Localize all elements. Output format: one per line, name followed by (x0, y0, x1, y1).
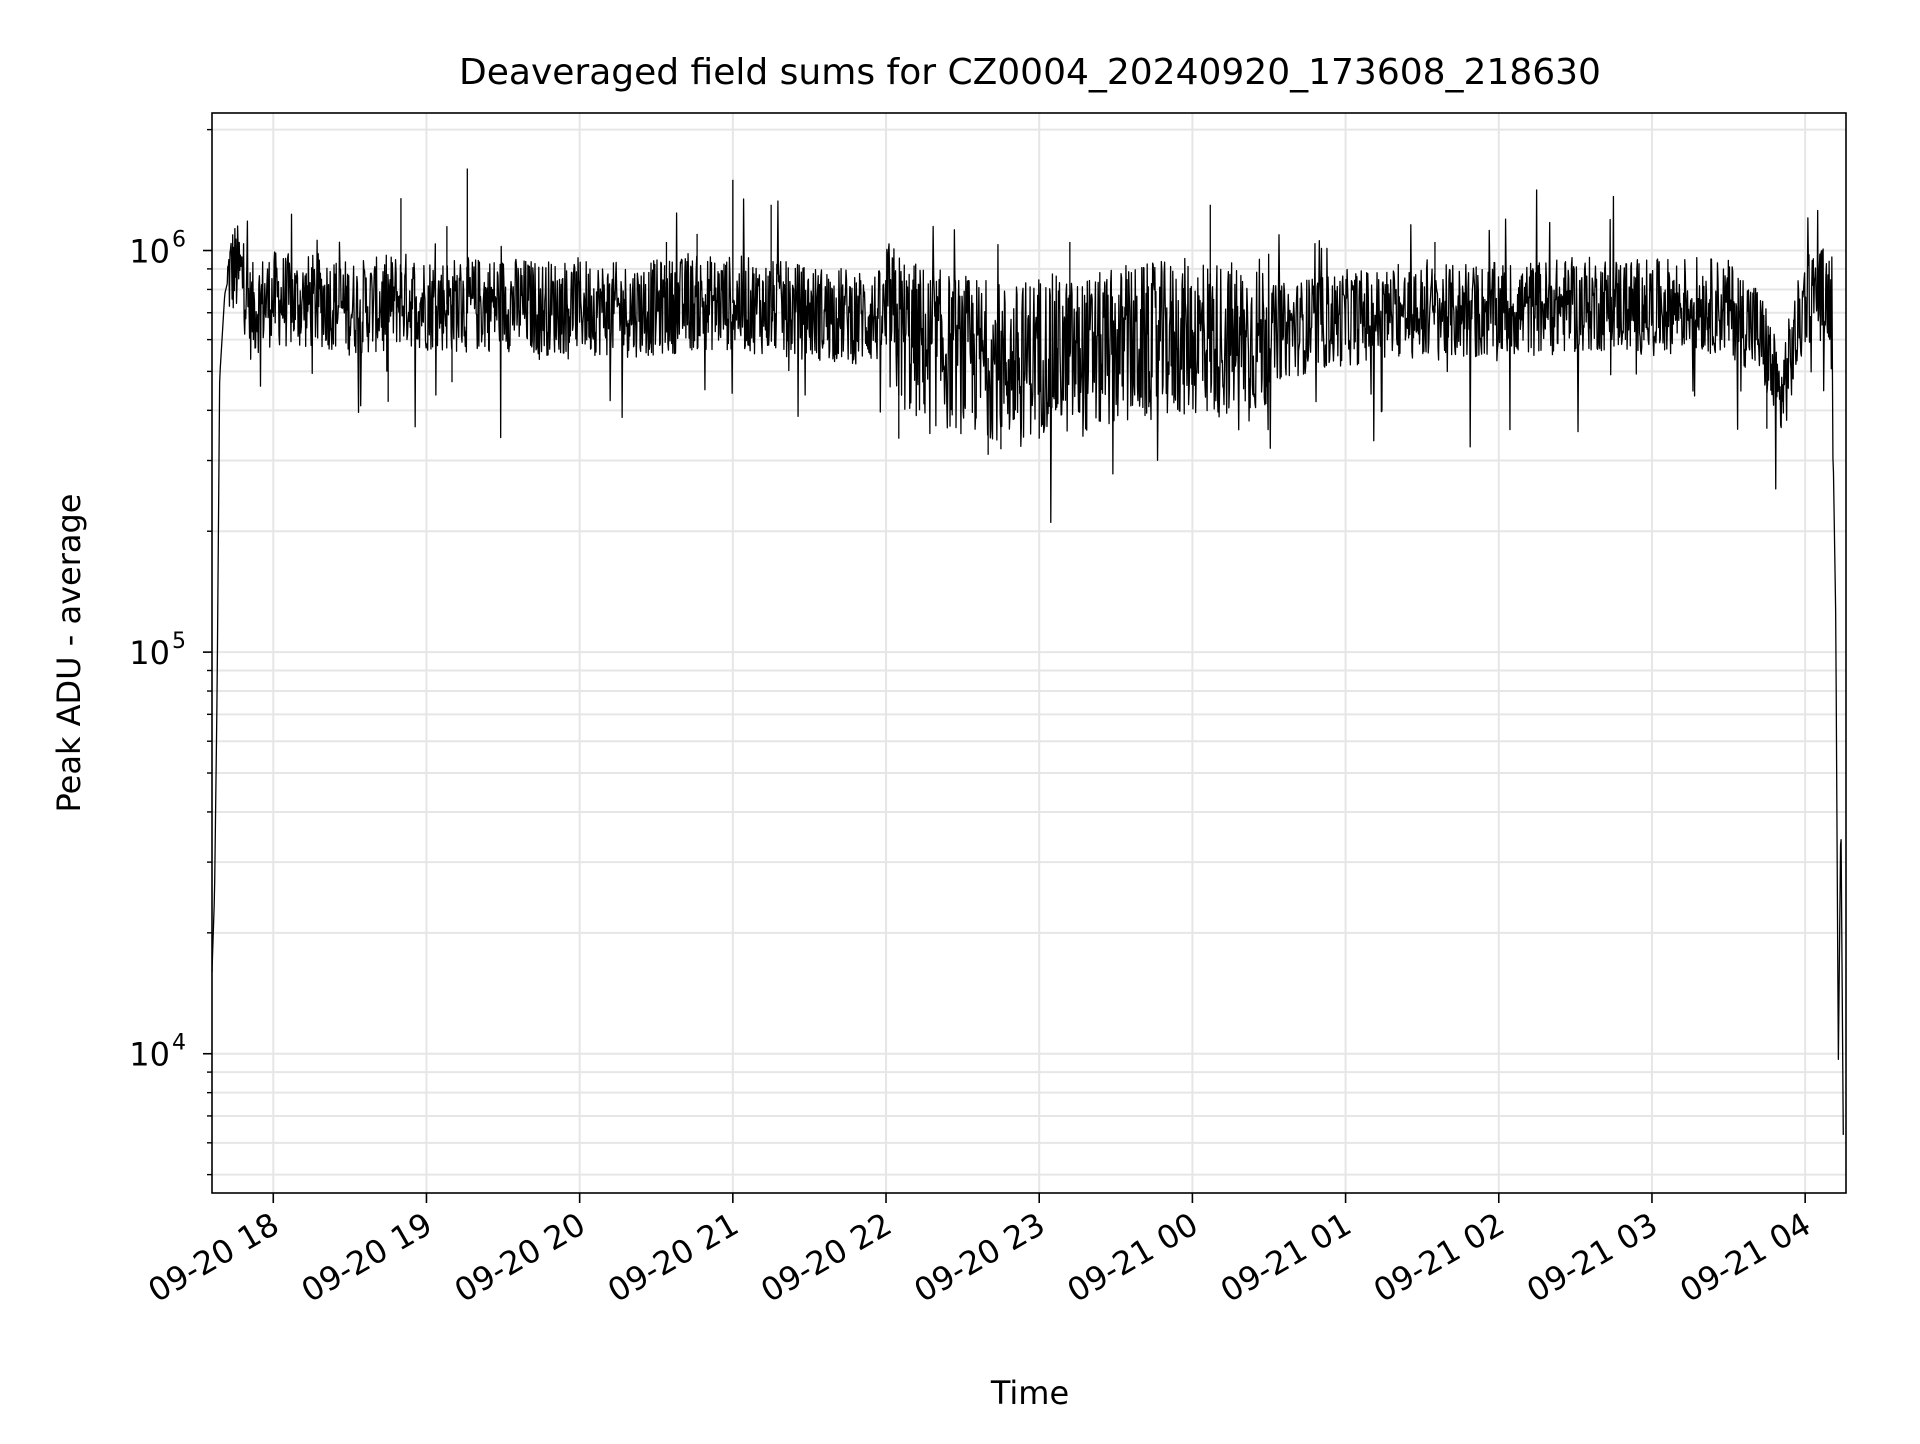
x-axis-label: Time (990, 1374, 1069, 1412)
y-tick-exponent: 5 (172, 629, 186, 654)
x-tick-label: 09-21 00 (1061, 1205, 1205, 1310)
x-tick-label: 09-20 23 (908, 1205, 1052, 1310)
chart-title: Deaveraged field sums for CZ0004_2024092… (459, 52, 1601, 93)
x-tick-label: 09-20 21 (601, 1205, 745, 1310)
y-tick-label: 10 (129, 1036, 170, 1074)
x-tick-label: 09-20 20 (448, 1205, 592, 1310)
y-tick-exponent: 4 (172, 1031, 186, 1056)
x-tick-label: 09-20 19 (295, 1205, 439, 1310)
x-tick-label: 09-21 04 (1674, 1205, 1818, 1310)
data-line (211, 189, 1844, 1135)
x-tick-label: 09-20 18 (142, 1205, 286, 1310)
y-tick-label: 10 (129, 634, 170, 672)
y-axis-label: Peak ADU - average (50, 494, 88, 813)
x-tick-label: 09-21 02 (1367, 1205, 1511, 1310)
plot-area (211, 168, 1844, 1135)
plot-frame (211, 112, 1847, 1194)
x-tick-label: 09-21 01 (1214, 1205, 1358, 1310)
x-tick-label: 09-20 22 (754, 1205, 898, 1310)
x-tick-label: 09-21 03 (1520, 1205, 1664, 1310)
y-tick-label: 10 (129, 233, 170, 271)
y-tick-exponent: 6 (172, 228, 186, 253)
